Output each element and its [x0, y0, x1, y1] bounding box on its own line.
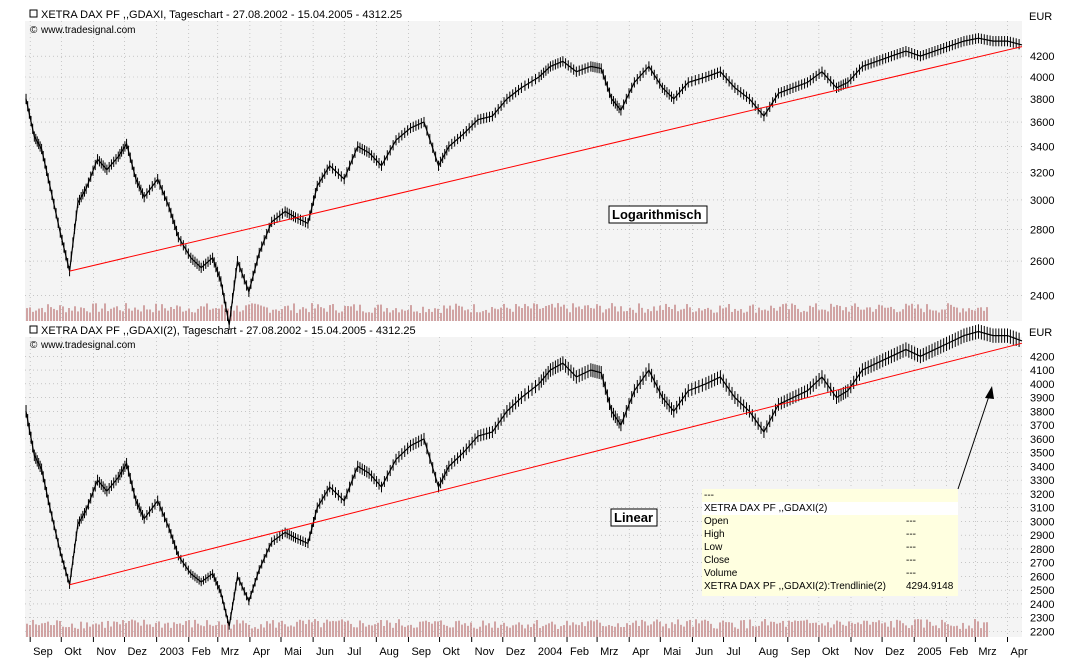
y-axis-ticks: 2200230024002500260027002800290030003100… — [1030, 351, 1054, 638]
x-tick-label: Jul — [727, 646, 741, 658]
y-tick-label: 2200 — [1030, 626, 1054, 638]
x-tick-label: Nov — [854, 646, 874, 658]
y-tick-label: 4000 — [1030, 72, 1054, 84]
y-tick-label: 2800 — [1030, 224, 1054, 236]
price-ticks — [25, 324, 1020, 630]
scale-label-box — [610, 508, 658, 527]
credit-text: www.tradesignal.com — [40, 25, 135, 36]
x-tick-label: Okt — [443, 646, 460, 658]
y-tick-label: 2900 — [1030, 530, 1054, 542]
copyright-icon: © — [30, 25, 38, 36]
y-tick-label: 2800 — [1030, 544, 1054, 556]
y-tick-label: 2600 — [1030, 571, 1054, 583]
scale-label: Linear — [614, 510, 653, 525]
credit-text: www.tradesignal.com — [40, 340, 135, 351]
y-tick-label: 3900 — [1030, 393, 1054, 405]
trendline[interactable] — [69, 342, 1023, 586]
x-tick-label: Apr — [1010, 646, 1027, 658]
y-tick-label: 3000 — [1030, 516, 1054, 528]
y-tick-label: 2300 — [1030, 613, 1054, 625]
y-tick-label: 4200 — [1030, 51, 1054, 63]
currency-label: EUR — [1029, 11, 1052, 23]
x-tick-label: Jun — [316, 646, 334, 658]
x-tick-label: Nov — [475, 646, 495, 658]
panel-title-icon — [29, 325, 38, 334]
currency-label: EUR — [1029, 327, 1052, 339]
y-tick-label: 2400 — [1030, 599, 1054, 611]
info-row-volume: Volume --- — [704, 568, 916, 579]
y-tick-label: 2400 — [1030, 290, 1054, 302]
y-tick-label: 3200 — [1030, 489, 1054, 501]
pointer-arrow — [957, 392, 991, 490]
y-tick-label: 3000 — [1030, 195, 1054, 207]
y-tick-label: 2700 — [1030, 558, 1054, 570]
panel-title-icon — [29, 9, 38, 18]
x-tick-label: 2004 — [538, 646, 562, 658]
x-tick-label: Mrz — [221, 646, 239, 658]
scale-label: Logarithmisch — [612, 207, 702, 222]
arrow-head-icon — [985, 386, 994, 399]
panel-background — [25, 21, 1022, 321]
x-tick-label: Mai — [284, 646, 302, 658]
x-tick-label: 2003 — [160, 646, 184, 658]
x-tick-label: Sep — [33, 646, 53, 658]
info-row-open: Open --- — [704, 516, 916, 527]
y-tick-label: 3800 — [1030, 94, 1054, 106]
x-tick-label: Feb — [570, 646, 589, 658]
x-tick-label: Aug — [759, 646, 779, 658]
y-tick-label: 3600 — [1030, 117, 1054, 129]
x-tick-label: Okt — [822, 646, 839, 658]
volume-bars — [26, 619, 988, 637]
y-tick-label: 3400 — [1030, 461, 1054, 473]
info-row-low: Low --- — [704, 542, 916, 553]
copyright-icon: © — [30, 340, 38, 351]
y-tick-label: 3100 — [1030, 503, 1054, 515]
x-tick-label: Mai — [663, 646, 681, 658]
y-tick-label: 3300 — [1030, 475, 1054, 487]
y-axis-ticks: 2400 2600 2800 3000 3200 3400 3600 3800 4000 4200 — [1030, 51, 1054, 302]
info-row-symbol: XETRA DAX PF ,,GDAXI(2) — [702, 502, 958, 515]
x-tick-label: 2005 — [917, 646, 941, 658]
y-tick-label: 4100 — [1030, 365, 1054, 377]
y-tick-label: 3500 — [1030, 448, 1054, 460]
x-tick-label: Sep — [411, 646, 431, 658]
x-tick-label: Dez — [506, 646, 526, 658]
x-tick-label: Nov — [96, 646, 116, 658]
x-tick-label: Apr — [632, 646, 649, 658]
x-axis: Sep Okt Nov Dez 2003 Feb Mrz Apr Mai Jun Jul Aug Sep… — [29, 637, 1028, 658]
scale-label-box — [608, 205, 708, 224]
y-tick-label: 3200 — [1030, 167, 1054, 179]
y-tick-label: 3400 — [1030, 141, 1054, 153]
panel-title: XETRA DAX PF ,,GDAXI, Tageschart - 27.08… — [41, 9, 402, 21]
x-tick-label: Aug — [379, 646, 399, 658]
y-tick-label: 3600 — [1030, 434, 1054, 446]
y-tick-label: 3700 — [1030, 420, 1054, 432]
y-tick-label: 4000 — [1030, 379, 1054, 391]
info-row-close: Close --- — [704, 555, 916, 566]
x-tick-label: Mrz — [978, 646, 996, 658]
x-tick-label: Feb — [192, 646, 211, 658]
x-tick-label: Dez — [885, 646, 905, 658]
y-tick-label: 2600 — [1030, 256, 1054, 268]
x-tick-label: Apr — [253, 646, 270, 658]
x-tick-label: Okt — [64, 646, 81, 658]
trendline[interactable] — [69, 46, 1023, 272]
x-tick-label: Jun — [695, 646, 713, 658]
x-tick-label: Feb — [949, 646, 968, 658]
info-row-trendline: XETRA DAX PF ,,GDAXI(2):Trendlinie(2) 429… — [704, 581, 954, 592]
info-row-header: --- — [704, 490, 714, 501]
data-window[interactable]: --- XETRA DAX PF ,,GDAXI(2) Open --- High… — [702, 489, 958, 596]
x-tick-label: Mrz — [600, 646, 618, 658]
volume-bars — [26, 303, 988, 321]
panel-logarithmic: 2400 2600 2800 3000 3200 3400 3600 3800 4000 4200… — [25, 9, 1054, 330]
x-tick-label: Dez — [127, 646, 147, 658]
y-tick-label: 2500 — [1030, 585, 1054, 597]
x-tick-label: Jul — [347, 646, 361, 658]
y-tick-label: 4200 — [1030, 351, 1054, 363]
y-tick-label: 3800 — [1030, 406, 1054, 418]
panel-title: XETRA DAX PF ,,GDAXI(2), Tageschart - 27… — [41, 325, 416, 337]
x-tick-label: Sep — [791, 646, 811, 658]
info-row-high: High --- — [704, 529, 916, 540]
